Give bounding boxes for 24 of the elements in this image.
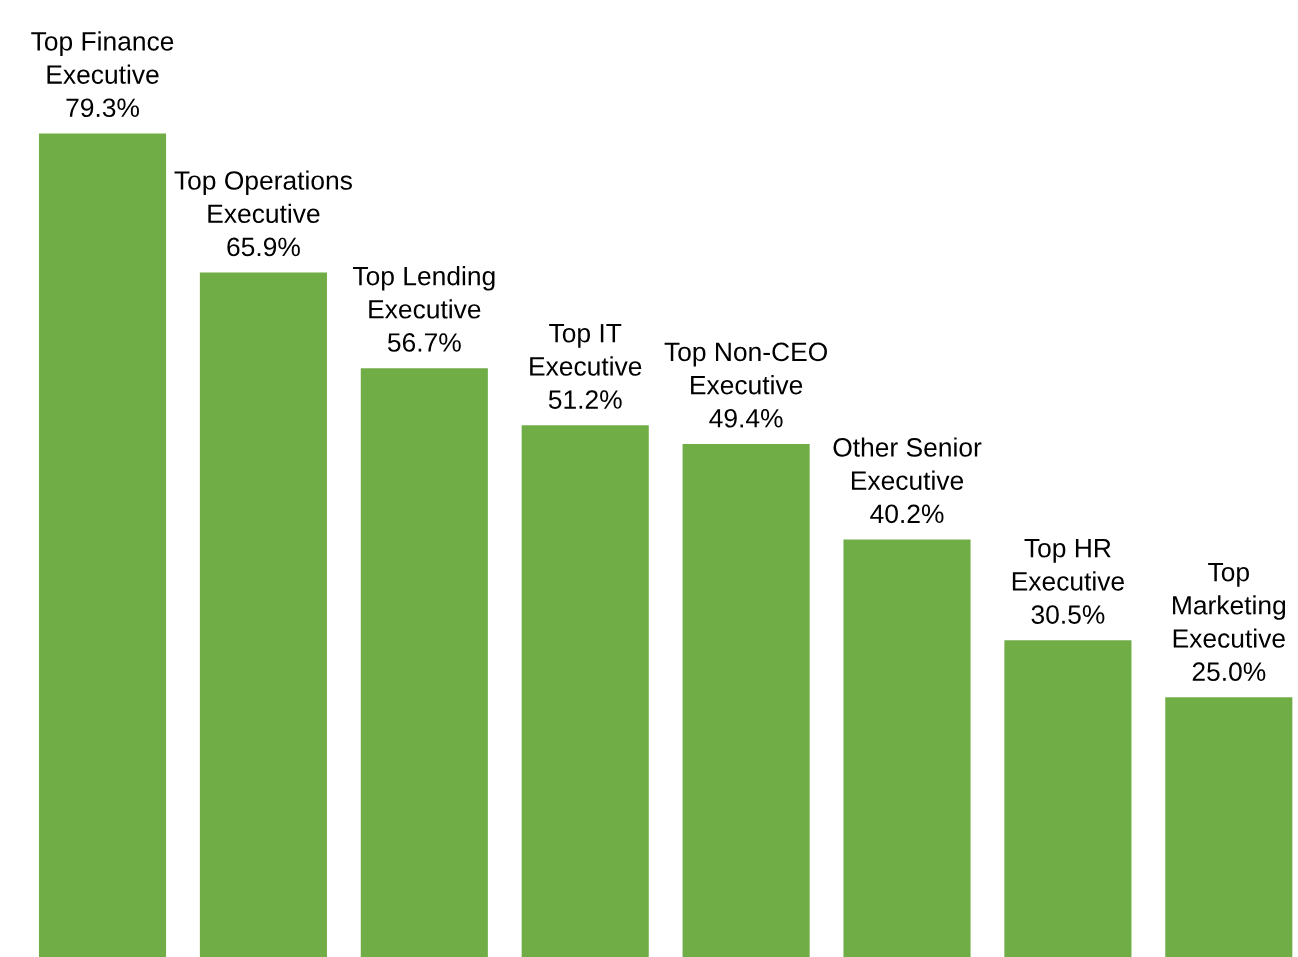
bar <box>843 539 971 957</box>
bar <box>1165 697 1293 957</box>
x-tick-label: Other Senior Executive <box>833 437 982 490</box>
data-label: 40.2% <box>870 504 944 524</box>
bar <box>1004 640 1132 957</box>
data-label: 49.4% <box>709 408 783 428</box>
x-tick-label: Top HR Executive <box>1012 539 1124 591</box>
x-tick-label: Top Non-CEO Executive <box>664 342 827 395</box>
x-tick-label: Top Finance Executive <box>31 31 174 84</box>
data-label: 51.2% <box>548 390 622 409</box>
bar <box>521 425 649 957</box>
bar <box>360 368 488 957</box>
x-tick-label: Top Lending Executive <box>353 266 495 319</box>
bar <box>682 443 810 957</box>
data-label: 79.3% <box>66 98 139 118</box>
data-label: 25.0% <box>1192 662 1266 682</box>
data-label: 56.7% <box>387 333 461 352</box>
data-label: 30.5% <box>1031 605 1105 624</box>
bar <box>38 133 167 957</box>
x-tick-label: Top Operations Executive <box>174 170 352 224</box>
x-tick-label: Top Marketing Executive <box>1173 563 1286 648</box>
bar <box>199 272 327 957</box>
x-tick-label: Top IT Executive <box>530 324 642 376</box>
data-label: 65.9% <box>227 237 300 257</box>
